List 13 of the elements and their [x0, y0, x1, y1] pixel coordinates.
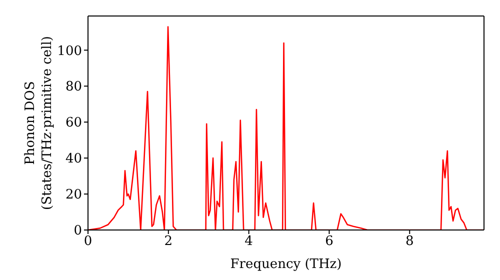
x-tick-label: 0 [84, 234, 92, 250]
x-axis-title: Frequency (THz) [230, 257, 342, 272]
y-tick-label: 20 [65, 188, 82, 203]
y-tick-label: 0 [74, 224, 82, 239]
x-tick-label: 4 [244, 234, 253, 250]
y-tick-label: 80 [65, 80, 82, 95]
y-tick-label: 100 [57, 44, 82, 59]
x-tick-label: 6 [325, 234, 334, 250]
y-axis-title: Phonon DOS (States/THz·primitive cell) [23, 36, 55, 210]
x-tick-label: 8 [405, 234, 414, 250]
y-tick-label: 40 [65, 152, 82, 167]
y-tick-label: 60 [65, 116, 82, 131]
x-tick-label: 2 [164, 234, 173, 250]
